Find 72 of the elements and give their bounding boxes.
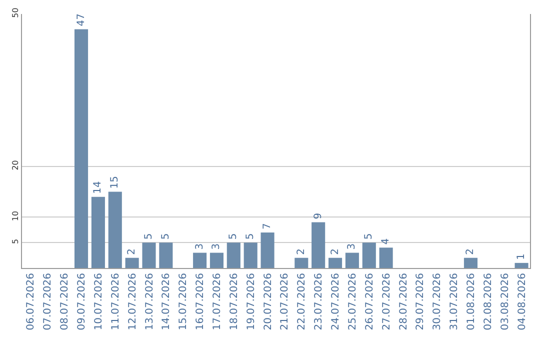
data-label: 5 xyxy=(364,233,375,240)
bar xyxy=(91,196,105,268)
bar xyxy=(125,258,139,268)
x-tick-label: 07.07.2026 xyxy=(42,273,54,330)
x-tick-label: 30.07.2026 xyxy=(432,273,444,330)
x-tick-label: 11.07.2026 xyxy=(110,273,122,330)
bar xyxy=(244,242,258,268)
x-tick-label: 20.07.2026 xyxy=(262,273,274,330)
bar xyxy=(193,252,207,268)
data-label: 5 xyxy=(245,233,256,240)
x-tick-label: 01.08.2026 xyxy=(466,273,477,330)
x-tick-label: 25.07.2026 xyxy=(347,273,358,330)
bar xyxy=(142,242,156,268)
x-tick-label: 03.08.2026 xyxy=(500,273,511,330)
x-tick-label: 02.08.2026 xyxy=(482,273,494,330)
data-label: 9 xyxy=(312,212,324,220)
data-label: 7 xyxy=(262,223,274,230)
x-tick-label: 18.07.2026 xyxy=(228,273,240,330)
x-tick-label: 15.07.2026 xyxy=(178,273,190,330)
x-tick-label: 09.07.2026 xyxy=(76,273,88,330)
data-label: 3 xyxy=(346,243,358,250)
x-tick-label: 12.07.2026 xyxy=(127,273,138,330)
x-tick-label: 26.07.2026 xyxy=(364,273,376,330)
bar xyxy=(159,242,173,268)
y-tick-label: 10 xyxy=(10,210,20,222)
x-tick-label: 17.07.2026 xyxy=(212,273,223,330)
data-label: 47 xyxy=(76,14,87,26)
bar xyxy=(226,242,240,268)
x-tick-label: 16.07.2026 xyxy=(195,273,206,330)
bar xyxy=(210,252,224,268)
x-tick-label: 21.07.2026 xyxy=(280,273,291,330)
bar xyxy=(294,258,308,268)
data-label: 3 xyxy=(194,243,206,250)
data-label: 15 xyxy=(110,176,121,189)
data-label: 5 xyxy=(160,233,172,240)
data-label: 5 xyxy=(228,233,240,240)
data-label: 2 xyxy=(465,248,476,255)
x-tick-label: 27.07.2026 xyxy=(381,273,392,330)
x-tick-label: 08.07.2026 xyxy=(60,273,71,330)
x-tick-label: 14.07.2026 xyxy=(161,273,172,330)
bar xyxy=(464,258,478,268)
x-tick-label: 19.07.2026 xyxy=(246,273,257,330)
bar xyxy=(74,29,88,268)
y-tick-label: 50 xyxy=(10,8,20,18)
bar xyxy=(514,262,528,268)
bar xyxy=(260,232,274,268)
data-label: 2 xyxy=(330,248,341,255)
bar xyxy=(362,242,376,268)
data-label: 1 xyxy=(516,254,528,260)
y-tick-label: 20 xyxy=(10,160,20,170)
bar xyxy=(345,252,359,268)
data-label: 4 xyxy=(380,238,392,245)
data-label: 5 xyxy=(144,233,154,240)
bar xyxy=(379,248,393,268)
bar xyxy=(108,192,122,268)
x-tick-label: 24.07.2026 xyxy=(330,273,342,330)
data-label: 3 xyxy=(211,243,222,250)
x-tick-label: 23.07.2026 xyxy=(314,273,325,330)
data-label: 14 xyxy=(92,181,104,194)
x-tick-label: 13.07.2026 xyxy=(144,273,156,330)
data-label: 2 xyxy=(296,248,307,255)
data-label: 2 xyxy=(126,248,138,255)
x-tick-label: 10.07.2026 xyxy=(93,273,104,330)
x-tick-label: 29.07.2026 xyxy=(415,273,426,330)
x-tick-label: 22.07.2026 xyxy=(296,273,308,330)
x-tick-label: 06.07.2026 xyxy=(26,273,37,330)
bar xyxy=(328,258,342,268)
x-tick-label: 31.07.2026 xyxy=(449,273,460,330)
x-tick-label: 28.07.2026 xyxy=(398,273,410,330)
bar xyxy=(312,222,326,268)
y-tick-label: 5 xyxy=(10,238,20,244)
x-tick-label: 04.08.2026 xyxy=(516,273,528,330)
